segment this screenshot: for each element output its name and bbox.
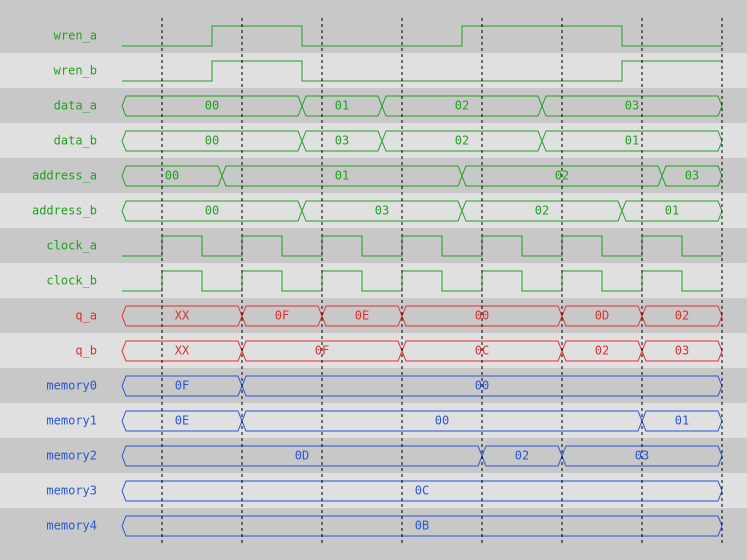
bus-value: 00	[165, 169, 179, 183]
bus-value: 01	[665, 204, 679, 218]
bus-value: 02	[455, 99, 469, 113]
bus-value: 03	[625, 99, 639, 113]
row-band	[0, 53, 747, 88]
signal-name: clock_b	[46, 274, 97, 288]
bus-value: 01	[625, 134, 639, 148]
bus-value: 0F	[175, 379, 189, 393]
row-band	[0, 298, 747, 333]
bus-value: 0D	[295, 449, 309, 463]
signal-name: memory3	[46, 484, 97, 498]
row-band	[0, 88, 747, 123]
bus-segment	[121, 515, 723, 537]
bus-segment	[121, 480, 723, 502]
bus-value: 02	[595, 344, 609, 358]
bus-value: 0F	[275, 309, 289, 323]
bus-value: 00	[435, 414, 449, 428]
bus-value: 03	[685, 169, 699, 183]
bus-value: XX	[175, 309, 190, 323]
row-band	[0, 508, 747, 543]
bus-value: 0D	[595, 309, 609, 323]
row-band	[0, 473, 747, 508]
signal-name: q_b	[75, 344, 97, 358]
row-band	[0, 158, 747, 193]
bus-value: 01	[335, 99, 349, 113]
bus-value: 00	[205, 99, 219, 113]
waveform	[122, 270, 722, 292]
bus-value: 01	[335, 169, 349, 183]
waveform	[122, 25, 722, 47]
row-band	[0, 263, 747, 298]
row-band	[0, 123, 747, 158]
bus-value: 03	[375, 204, 389, 218]
signal-name: memory0	[46, 379, 97, 393]
bus-value: 03	[675, 344, 689, 358]
signal-name: address_a	[32, 169, 97, 183]
signal-name: memory2	[46, 449, 97, 463]
signal-name: wren_a	[54, 29, 97, 43]
row-band	[0, 228, 747, 263]
signal-name: q_a	[75, 309, 97, 323]
bus-value: 02	[515, 449, 529, 463]
row-band	[0, 403, 747, 438]
row-band	[0, 193, 747, 228]
signal-name: memory4	[46, 519, 97, 533]
bus-value: 00	[205, 134, 219, 148]
signal-name: address_b	[32, 204, 97, 218]
bus-segment	[541, 95, 723, 117]
waveform	[122, 60, 722, 82]
waveform	[122, 235, 722, 257]
row-band	[0, 333, 747, 368]
bus-value: 02	[675, 309, 689, 323]
signal-name: clock_a	[46, 239, 97, 253]
bus-value: 0E	[175, 414, 189, 428]
bus-value: 02	[455, 134, 469, 148]
bus-segment	[641, 305, 723, 327]
bus-value: XX	[175, 344, 190, 358]
row-band	[0, 18, 747, 53]
signal-name: data_a	[54, 99, 97, 113]
bus-value: 00	[475, 309, 489, 323]
bus-value: 01	[675, 414, 689, 428]
signal-name: data_b	[54, 134, 97, 148]
signal-name: wren_b	[54, 64, 97, 78]
bus-value: 0C	[415, 484, 429, 498]
bus-value: 03	[335, 134, 349, 148]
row-band	[0, 438, 747, 473]
row-band	[0, 368, 747, 403]
signal-name: memory1	[46, 414, 97, 428]
bus-value: 02	[535, 204, 549, 218]
bus-value: 03	[635, 449, 649, 463]
bus-value: 0E	[355, 309, 369, 323]
bus-value: 00	[205, 204, 219, 218]
bus-value: 0B	[415, 519, 429, 533]
